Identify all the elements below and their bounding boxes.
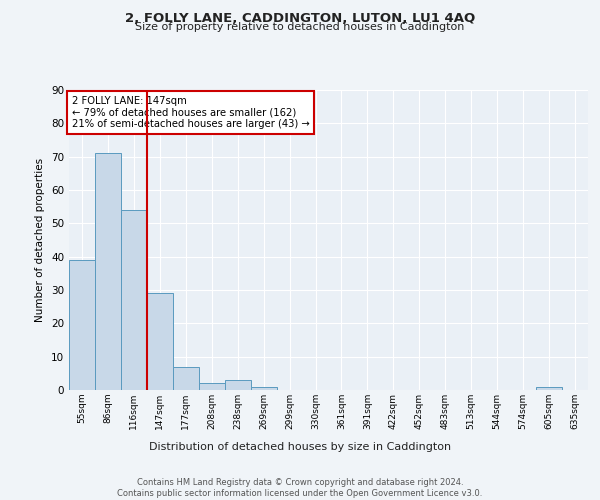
Bar xyxy=(225,380,251,390)
Text: 2 FOLLY LANE: 147sqm
← 79% of detached houses are smaller (162)
21% of semi-deta: 2 FOLLY LANE: 147sqm ← 79% of detached h… xyxy=(71,96,310,129)
Bar xyxy=(173,366,199,390)
Bar xyxy=(147,294,173,390)
Bar xyxy=(95,154,121,390)
Text: 2, FOLLY LANE, CADDINGTON, LUTON, LU1 4AQ: 2, FOLLY LANE, CADDINGTON, LUTON, LU1 4A… xyxy=(125,12,475,26)
Text: Distribution of detached houses by size in Caddington: Distribution of detached houses by size … xyxy=(149,442,451,452)
Y-axis label: Number of detached properties: Number of detached properties xyxy=(35,158,46,322)
Text: Size of property relative to detached houses in Caddington: Size of property relative to detached ho… xyxy=(136,22,464,32)
Bar xyxy=(536,386,562,390)
Bar xyxy=(199,384,224,390)
Bar xyxy=(121,210,147,390)
Bar xyxy=(251,386,277,390)
Bar xyxy=(69,260,95,390)
Text: Contains HM Land Registry data © Crown copyright and database right 2024.
Contai: Contains HM Land Registry data © Crown c… xyxy=(118,478,482,498)
